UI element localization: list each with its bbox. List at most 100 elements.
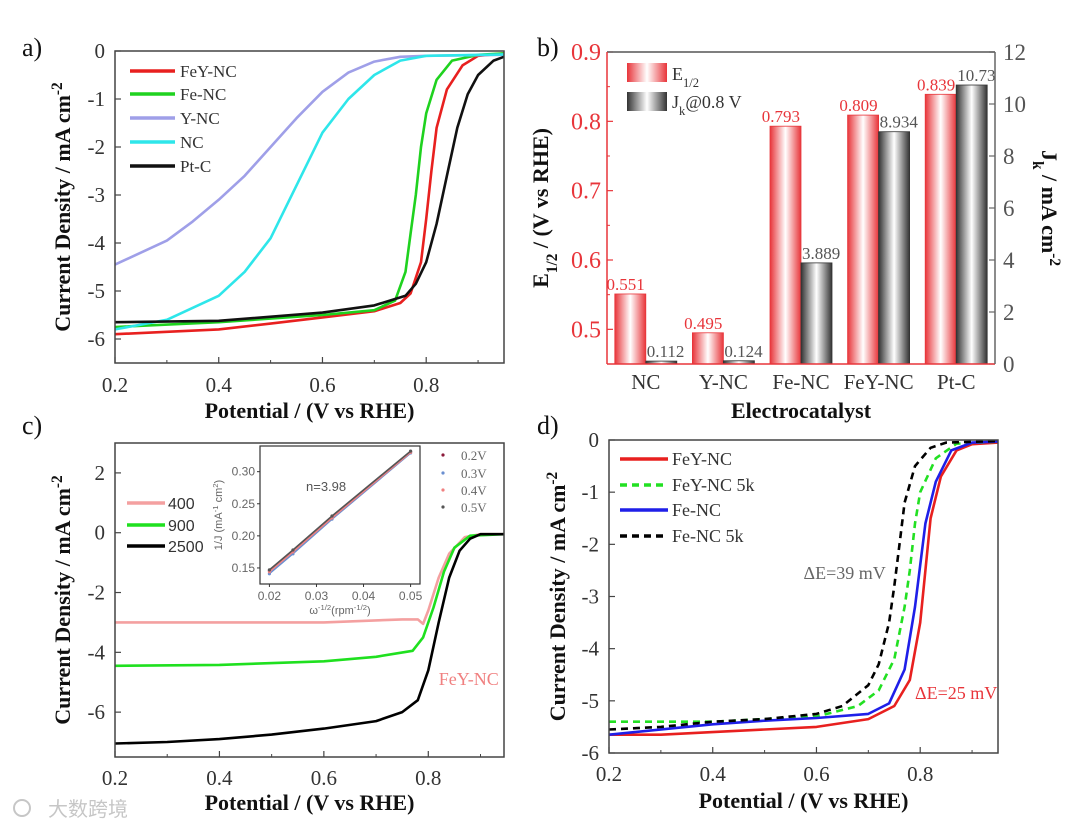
x-tick-label: Fe-NC [772,370,829,394]
inset-point-0.5V [291,548,295,552]
legend-label: Y-NC [180,109,220,128]
legend-label: FeY-NC [180,62,237,81]
y-right-tick-label: 2 [1003,300,1015,325]
inset-frame [259,445,421,585]
x-tick-label: 0.6 [803,762,829,786]
bar-value-label-e12: 0.495 [684,314,722,333]
y-tick-label: -4 [582,637,600,661]
bar-value-label-jk: 0.124 [724,342,763,361]
panel-label-d: d) [537,411,559,440]
bar-value-label-jk: 10.73 [957,66,995,85]
x-tick-label: 0.2 [596,762,622,786]
y-right-tick-label: 6 [1003,196,1015,221]
legend-swatch-e12 [627,63,667,82]
legend-label-e12: E1/2 [672,64,699,90]
x-tick-label: FeY-NC [844,370,914,394]
bar-e12-fey-nc [847,114,879,365]
chart-panel-c: 0.2 0.4 0.6 0.8 2 0 -2 -4 -6 400 900 2500 Potential … [49,442,505,815]
x-tick-label: Pt-C [937,370,976,394]
y-tick-label: 0 [589,428,600,452]
watermark-logo-icon [13,799,31,817]
y-tick-label: -1 [88,87,106,111]
watermark-text: 大数跨境 [48,798,128,821]
bar-e12-pt-c [924,93,957,365]
annotation-label: FeY-NC [439,669,499,689]
y-axis-title: Current Density / mA cm-2 [49,475,76,725]
bar-e12-y-nc [692,332,724,365]
annotation-label: ΔE=39 mV [804,563,886,583]
legend-label: 400 [168,496,195,513]
inset-y-axis-title-sup: -1 [211,505,220,512]
watermark: 大数跨境 [13,798,128,821]
series-line-2500 [115,532,504,745]
series-line-fe-nc-5k [609,440,998,731]
inset-x-axis-title-sup: -1/2 [354,603,367,612]
inset-y-axis-title-part: ) [213,480,225,484]
y-tick-label: -2 [88,135,106,159]
inset-y-tick-label: 0.25 [232,497,256,511]
y-axis-title-right-part: / mA cm [1037,170,1062,254]
y-axis-title-left-sub: 1/2 [544,253,561,273]
y-tick-label: -6 [582,741,600,765]
bar-jk-pt-c [955,84,988,365]
plot-area [115,532,504,745]
plot-area [609,440,998,736]
inset-x-tick-label: 0.02 [258,589,282,603]
y-axis-title-part: Current Density / mA cm [50,488,75,725]
bar-jk-fey-nc [878,131,910,365]
y-tick-label: 0.8 [571,109,601,135]
x-tick-label: 0.4 [700,762,727,786]
inset-x-axis-title: ω-1/2(rpm-1/2) [309,603,370,618]
series-line-900 [115,532,504,668]
legend-label: 900 [168,518,195,535]
legend-label-e12-part: E [672,64,683,84]
y-tick-label: -5 [88,279,106,303]
plot-frame [114,50,505,364]
bar-value-label-e12: 0.551 [607,275,645,294]
x-tick-label: 0.4 [206,766,233,790]
y-tick-label: -5 [582,689,600,713]
chart-panel-b: 0.5 0.6 0.7 0.8 0.9 0 2 4 6 8 10 12 NC 0.551 0.112 Y-NC… [528,40,1064,423]
x-tick-label: Y-NC [699,370,748,394]
inset-y-axis-title-part: cm [213,488,225,506]
y-tick-label: 0.9 [571,40,601,66]
series-line-fey-nc-5k [609,440,998,723]
x-tick-label: 0.6 [309,373,335,397]
inset-legend-marker [441,488,445,492]
y-right-tick-label: 10 [1003,92,1026,117]
legend-label: 2500 [168,539,204,556]
y-axis-title-left: E1/2 / (V vs RHE) [528,128,561,288]
chart-panel-d: 0.2 0.4 0.6 0.8 0 -1 -2 -3 -4 -5 -6 FeY-NC FeY-NC 5k… [544,428,999,813]
inset-legend-label: 0.5V [461,500,487,515]
bar-value-label-e12: 0.809 [839,96,877,115]
legend-label: Fe-NC [672,500,721,520]
inset-x-axis-title-part: (rpm [331,605,354,617]
legend-label-jk-sub: k [679,104,686,118]
x-axis-title: Potential / (V vs RHE) [205,398,415,423]
y-right-tick-label: 4 [1003,248,1015,273]
inset-legend-label: 0.4V [461,483,487,498]
y-tick-label: 0 [95,521,106,545]
y-tick-label: 0.7 [571,179,601,205]
plot-frame [114,442,505,758]
legend-label-jk-part: @0.8 V [685,92,741,112]
chart-panel-a: 0.2 0.4 0.6 0.8 0 -1 -2 -3 -4 -5 -6 FeY-NC Fe-NC Y-NC… [49,39,505,423]
series-line-fey-nc [609,441,998,736]
inset-x-axis-title-sup: -1/2 [318,603,331,612]
panel-label-c: c) [22,411,42,440]
legend: 400 900 2500 [127,496,204,556]
inset-y-axis-title-part: 1/J (mA [213,512,225,551]
y-right-tick-label: 0 [1003,352,1015,377]
plot-frame [608,439,999,754]
y-axis-title-sup: -2 [49,475,66,488]
x-tick-label: 0.2 [102,373,128,397]
bar-jk-fe-nc [800,262,833,365]
inset-legend-label: 0.2V [461,448,487,463]
legend-label: FeY-NC 5k [672,475,755,495]
legend: E1/2Jk@0.8 V [627,63,742,118]
legend-label-jk: Jk@0.8 V [672,92,742,118]
bar-value-label-jk: 8.934 [880,113,919,132]
y-axis-title-sup: -2 [49,82,66,95]
y-axis-title: Current Density / mA cm-2 [544,471,571,721]
bar-value-label-e12: 0.793 [762,107,800,126]
